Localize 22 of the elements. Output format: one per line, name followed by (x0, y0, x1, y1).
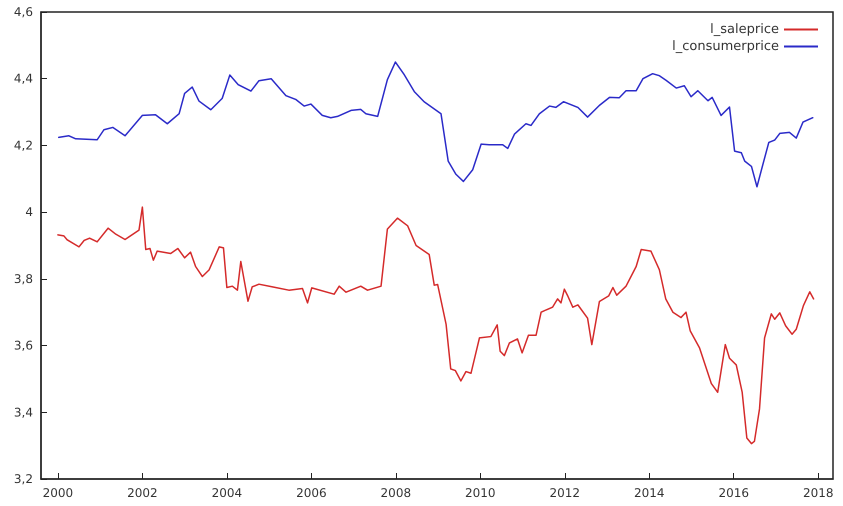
x-tick-label: 2000 (42, 486, 74, 500)
y-tick-label: 4,6 (14, 5, 33, 19)
line-series (58, 61, 814, 188)
x-tick-label: 2004 (212, 486, 242, 500)
y-tick-label: 3,4 (14, 405, 33, 420)
y-tick-label: 3,8 (14, 272, 33, 286)
legend-label: l_consumerprice (672, 39, 779, 54)
x-tick-label: 2016 (718, 486, 750, 500)
x-tick-label: 2018 (802, 486, 834, 500)
x-tick-label: 2014 (634, 486, 665, 500)
y-tick-label: 3,2 (14, 472, 33, 486)
line-series (57, 206, 814, 444)
x-tick-label: 2010 (465, 486, 496, 500)
x-tick-label: 2012 (550, 486, 580, 500)
y-tick-label: 3,6 (14, 338, 33, 353)
y-tick-label: 4,4 (14, 72, 33, 86)
y-tick-label: 4,2 (14, 138, 33, 152)
legend-label: l_saleprice (710, 22, 779, 37)
x-tick-label: 2006 (296, 486, 327, 500)
x-tick-label: 2002 (127, 486, 158, 500)
x-tick-label: 2008 (380, 486, 412, 500)
y-tick-label: 4 (25, 205, 33, 220)
